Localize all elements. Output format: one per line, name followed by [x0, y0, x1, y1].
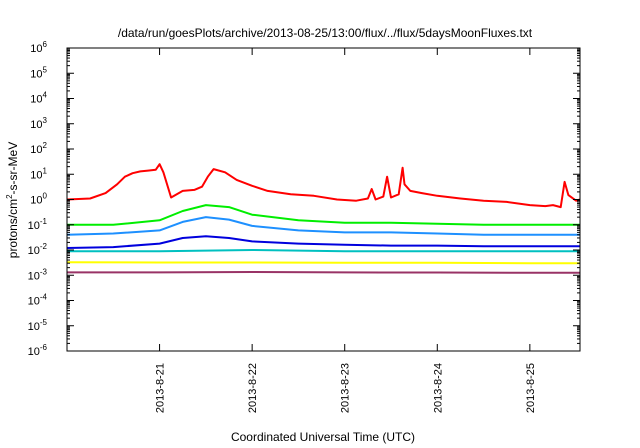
x-tick-label: 2013-8-21 — [155, 363, 167, 413]
y-tick-base: 10 — [30, 43, 42, 55]
y-tick-label: 10-1 — [28, 217, 48, 232]
y-tick-exponent: 4 — [43, 91, 48, 100]
y-axis-label: protons/cm2-s-sr-MeV — [5, 142, 20, 258]
y-tick-base: 10 — [28, 346, 40, 358]
x-tick-label: 2013-8-25 — [525, 363, 537, 413]
series-line-7 — [67, 271, 580, 274]
y-tick-exponent: -1 — [40, 217, 48, 226]
y-tick-base: 10 — [30, 144, 42, 156]
y-axis-label-prefix: protons/cm — [6, 199, 20, 258]
y-tick-exponent: -4 — [40, 293, 48, 302]
y-tick-label: 102 — [30, 141, 47, 156]
y-tick-exponent: 2 — [43, 141, 48, 150]
series-line-2 — [67, 204, 580, 226]
series-line-5 — [67, 249, 580, 253]
y-tick-exponent: -6 — [40, 343, 48, 352]
y-tick-label: 100 — [30, 192, 47, 207]
series-line-6 — [66, 261, 580, 265]
series-line-1 — [66, 163, 581, 209]
y-axis-label-suffix: -s-sr-MeV — [6, 142, 20, 195]
x-tick-label: 2013-8-22 — [247, 363, 259, 413]
y-tick-label: 101 — [30, 166, 47, 181]
plot-frame — [66, 47, 581, 352]
y-tick-label: 104 — [30, 91, 47, 106]
y-tick-label: 106 — [30, 40, 47, 55]
y-tick-exponent: 3 — [43, 116, 48, 125]
y-tick-exponent: -5 — [40, 318, 48, 327]
y-tick-exponent: 1 — [43, 166, 48, 175]
y-tick-exponent: 5 — [43, 65, 48, 74]
y-tick-base: 10 — [30, 68, 42, 80]
y-tick-label: 10-2 — [28, 242, 48, 257]
y-tick-exponent: 0 — [43, 192, 48, 201]
y-tick-base: 10 — [28, 321, 40, 333]
x-axis: 2013-8-21 2013-8-22 2013-8-23 2013-8-24 2013… — [155, 48, 537, 413]
y-tick-label: 10-4 — [28, 293, 48, 308]
x-axis-label: Coordinated Universal Time (UTC) — [231, 430, 415, 444]
y-tick-base: 10 — [28, 245, 40, 257]
y-tick-exponent: 6 — [43, 40, 48, 49]
series-line-4 — [66, 235, 580, 249]
chart-title: /data/run/goesPlots/archive/2013-08-25/1… — [118, 26, 533, 40]
y-tick-base: 10 — [30, 94, 42, 106]
y-tick-label: 10-5 — [28, 318, 48, 333]
series-line-3 — [66, 216, 580, 236]
y-tick-exponent: -3 — [40, 267, 48, 276]
y-axis-label-sup: 2 — [5, 194, 14, 199]
y-tick-base: 10 — [30, 169, 42, 181]
y-tick-label: 10-6 — [28, 343, 48, 358]
y-tick-base: 10 — [30, 195, 42, 207]
x-tick-label: 2013-8-24 — [432, 363, 444, 413]
y-tick-label: 103 — [30, 116, 47, 131]
y-tick-exponent: -2 — [40, 242, 48, 251]
series-layer — [66, 163, 581, 274]
y-tick-base: 10 — [28, 296, 40, 308]
y-tick-label: 105 — [30, 65, 47, 80]
x-tick-label: 2013-8-23 — [340, 363, 352, 413]
y-tick-base: 10 — [28, 220, 40, 232]
y-tick-base: 10 — [30, 119, 42, 131]
y-tick-base: 10 — [28, 270, 40, 282]
y-tick-label: 10-3 — [28, 267, 48, 282]
y-axis: 10-610-510-410-310-210-11001011021031041… — [28, 40, 580, 358]
